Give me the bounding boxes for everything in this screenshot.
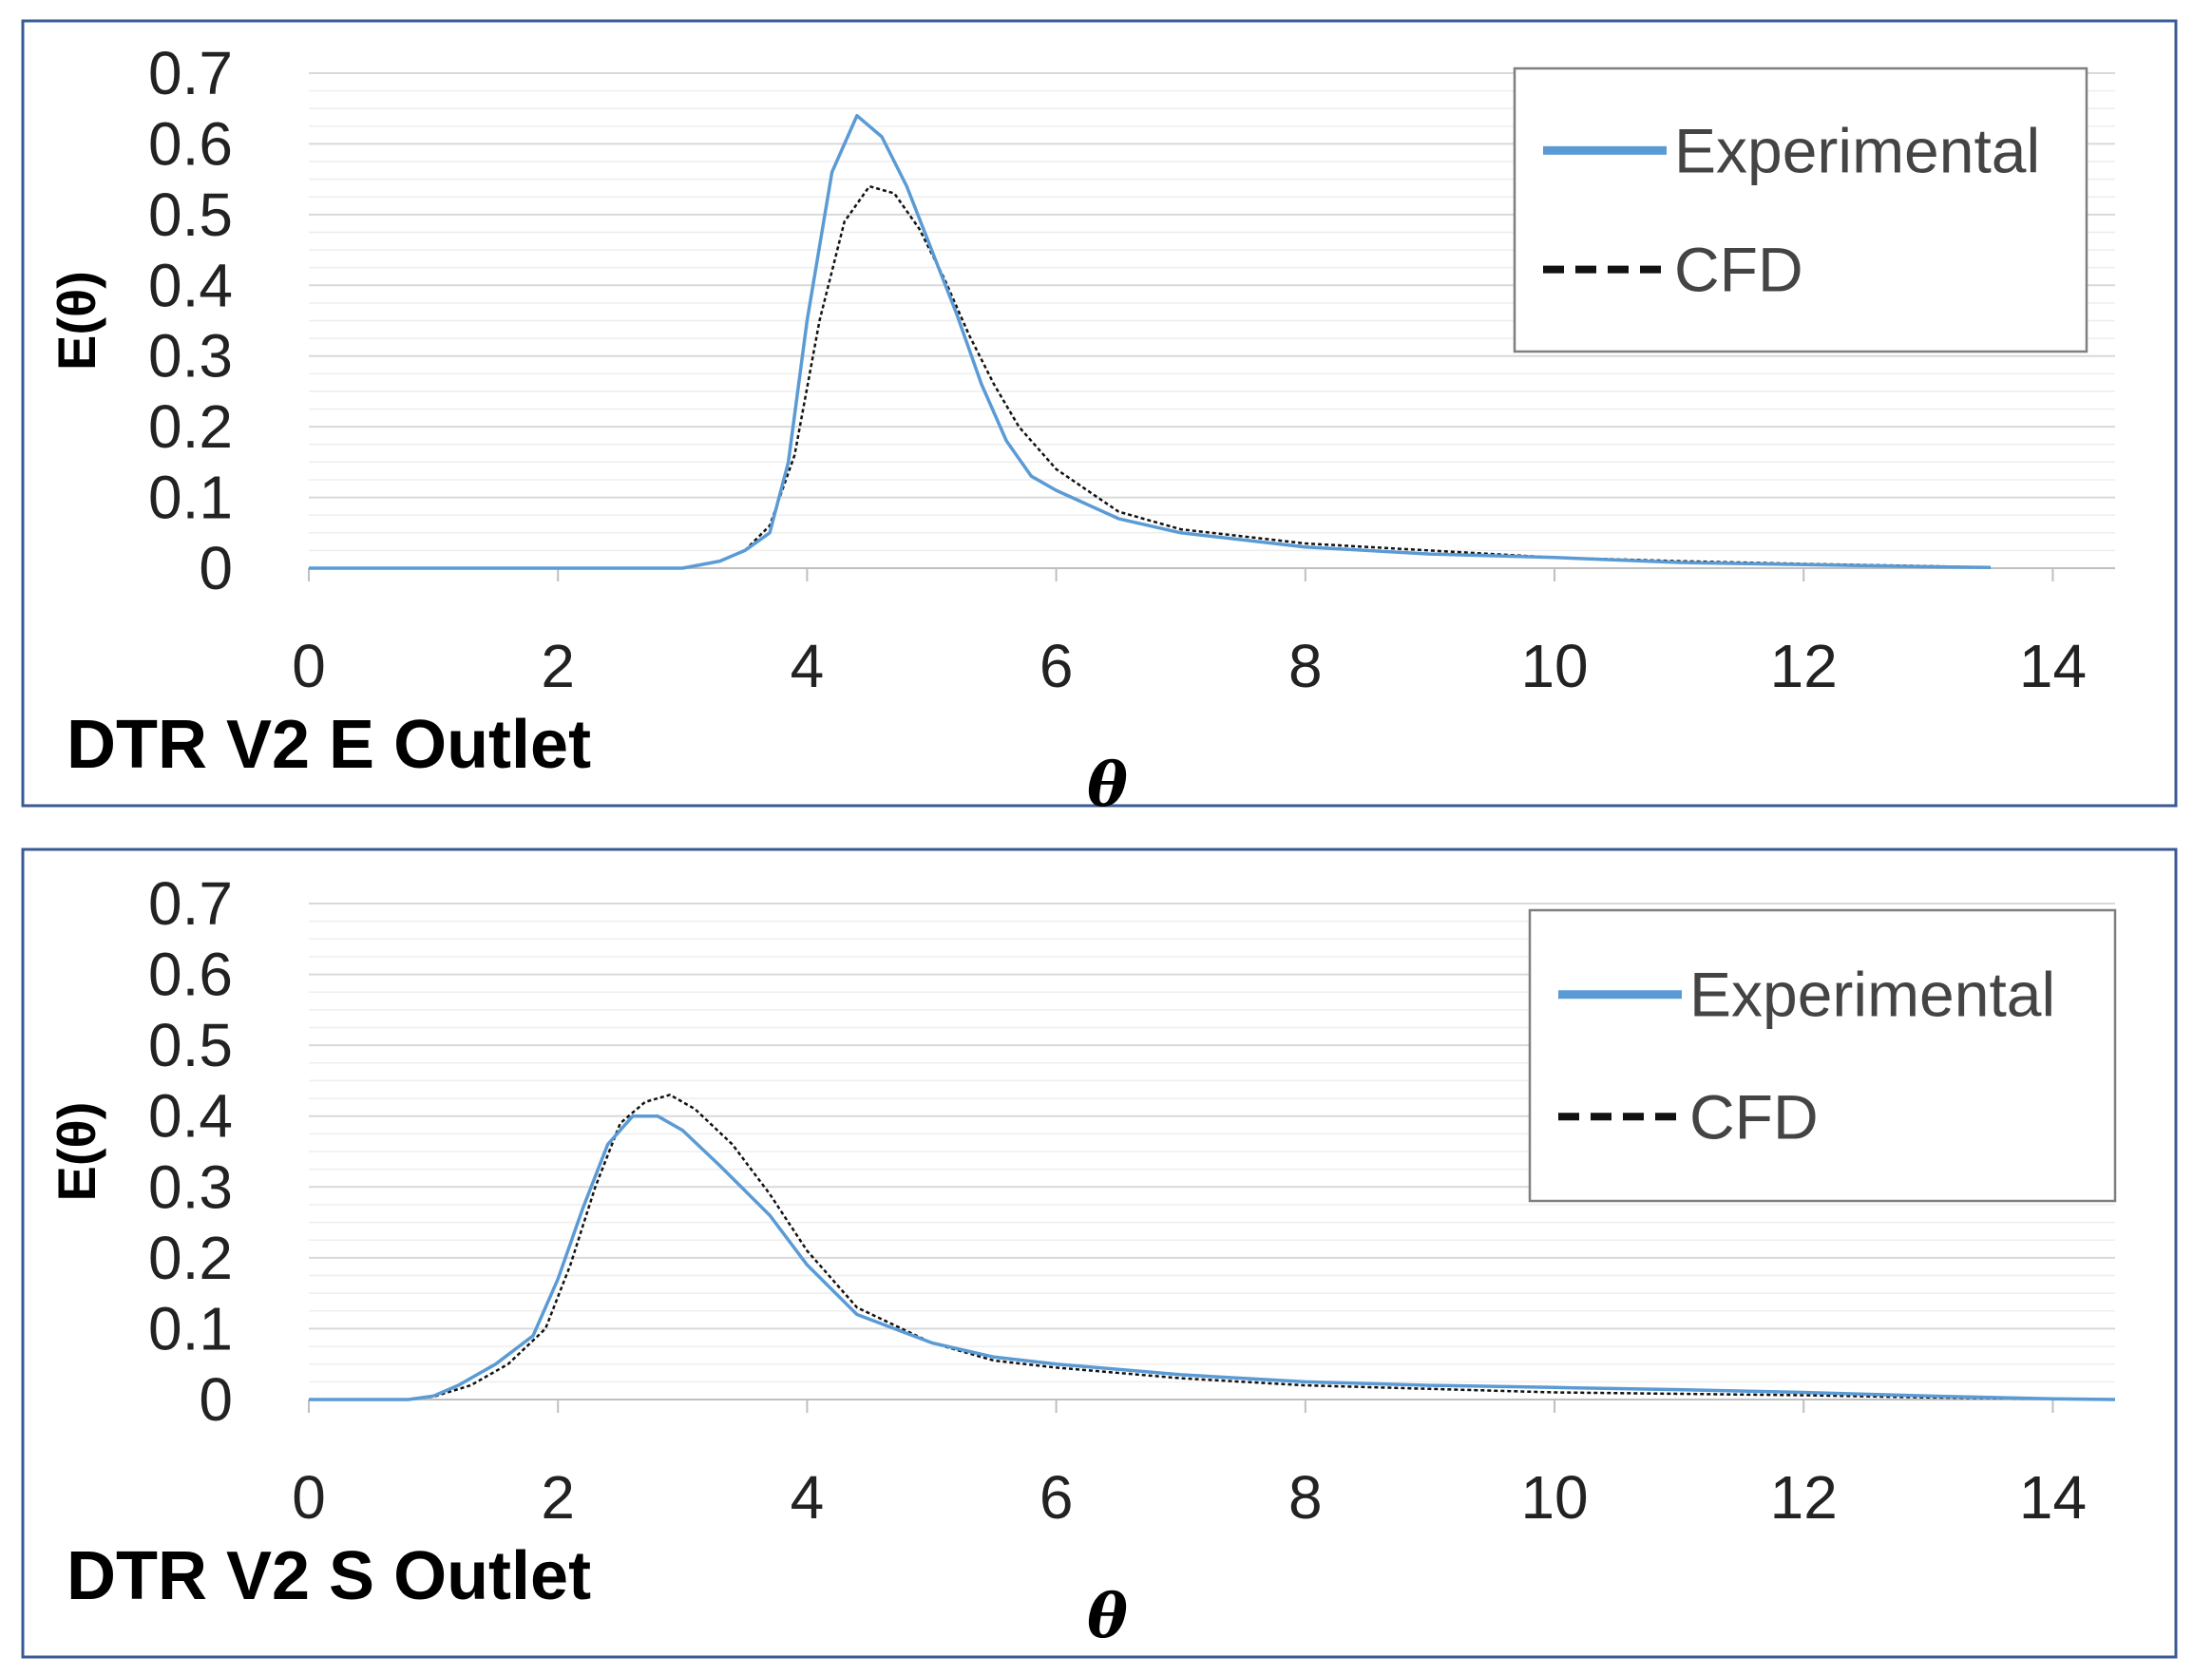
x-tick-label: 0 xyxy=(292,1463,326,1532)
y-tick-label: 0.7 xyxy=(148,39,233,107)
y-tick-label: 0.1 xyxy=(148,464,233,532)
legend-label-experimental: Experimental xyxy=(1689,960,2055,1030)
y-tick-label: 0.6 xyxy=(148,109,233,178)
x-tick-label: 2 xyxy=(541,632,575,700)
x-tick-label: 6 xyxy=(1039,1463,1074,1532)
legend: Experimental CFD xyxy=(1513,67,2088,353)
legend-box xyxy=(1513,67,2088,353)
y-tick-label: 0.2 xyxy=(148,1224,233,1292)
y-tick-label: 0.5 xyxy=(148,181,233,249)
x-tick-label: 0 xyxy=(292,632,326,700)
y-tick-label: 0 xyxy=(199,534,233,602)
x-axis-label: θ xyxy=(1087,750,1128,821)
x-tick-label: 8 xyxy=(1288,632,1323,700)
y-tick-label: 0.6 xyxy=(148,941,233,1009)
legend: Experimental CFD xyxy=(1528,908,2117,1203)
x-tick-label: 12 xyxy=(1770,632,1838,700)
chart-panel-2: 00.10.20.30.40.50.60.70 2 4 6 8 10 12 14E(θ)θDT… xyxy=(21,848,2178,1659)
series-line-cfd xyxy=(309,1094,2116,1401)
series-line-experimental xyxy=(309,1114,2116,1401)
y-axis-label: E(θ) xyxy=(47,271,106,371)
y-tick-label: 0.7 xyxy=(148,869,233,938)
legend-label-cfd: CFD xyxy=(1689,1081,1819,1152)
legend-label-cfd: CFD xyxy=(1674,235,1803,305)
y-tick-label: 0.1 xyxy=(148,1294,233,1362)
series-line-cfd xyxy=(309,184,1991,570)
y-tick-label: 0.4 xyxy=(148,251,233,319)
x-tick-label: 14 xyxy=(2019,1463,2087,1532)
x-tick-label: 8 xyxy=(1288,1463,1323,1532)
y-tick-label: 0.5 xyxy=(148,1011,233,1079)
legend-label-experimental: Experimental xyxy=(1674,115,2040,185)
chart-title: DTR V2 E Outlet xyxy=(67,707,591,783)
y-axis-label: E(θ) xyxy=(47,1102,106,1202)
x-tick-label: 4 xyxy=(791,1463,825,1532)
legend-box xyxy=(1528,908,2117,1203)
x-tick-label: 10 xyxy=(1520,1463,1588,1532)
series-line-experimental xyxy=(309,113,1991,570)
x-tick-label: 10 xyxy=(1520,632,1588,700)
x-tick-label: 4 xyxy=(791,632,825,700)
x-tick-label: 6 xyxy=(1039,632,1074,700)
y-tick-label: 0.2 xyxy=(148,392,233,461)
y-tick-label: 0.4 xyxy=(148,1082,233,1151)
chart-title: DTR V2 S Outlet xyxy=(67,1538,591,1614)
x-axis-label: θ xyxy=(1087,1581,1128,1652)
x-tick-label: 14 xyxy=(2019,632,2087,700)
y-tick-label: 0.3 xyxy=(148,322,233,390)
y-tick-label: 0.3 xyxy=(148,1152,233,1221)
x-tick-label: 12 xyxy=(1770,1463,1838,1532)
chart-panel-1: 00.10.20.30.40.50.60.70 2 4 6 8 10 12 14E(θ)θDT… xyxy=(21,19,2178,821)
x-tick-label: 2 xyxy=(541,1463,575,1532)
y-tick-label: 0 xyxy=(199,1365,233,1434)
